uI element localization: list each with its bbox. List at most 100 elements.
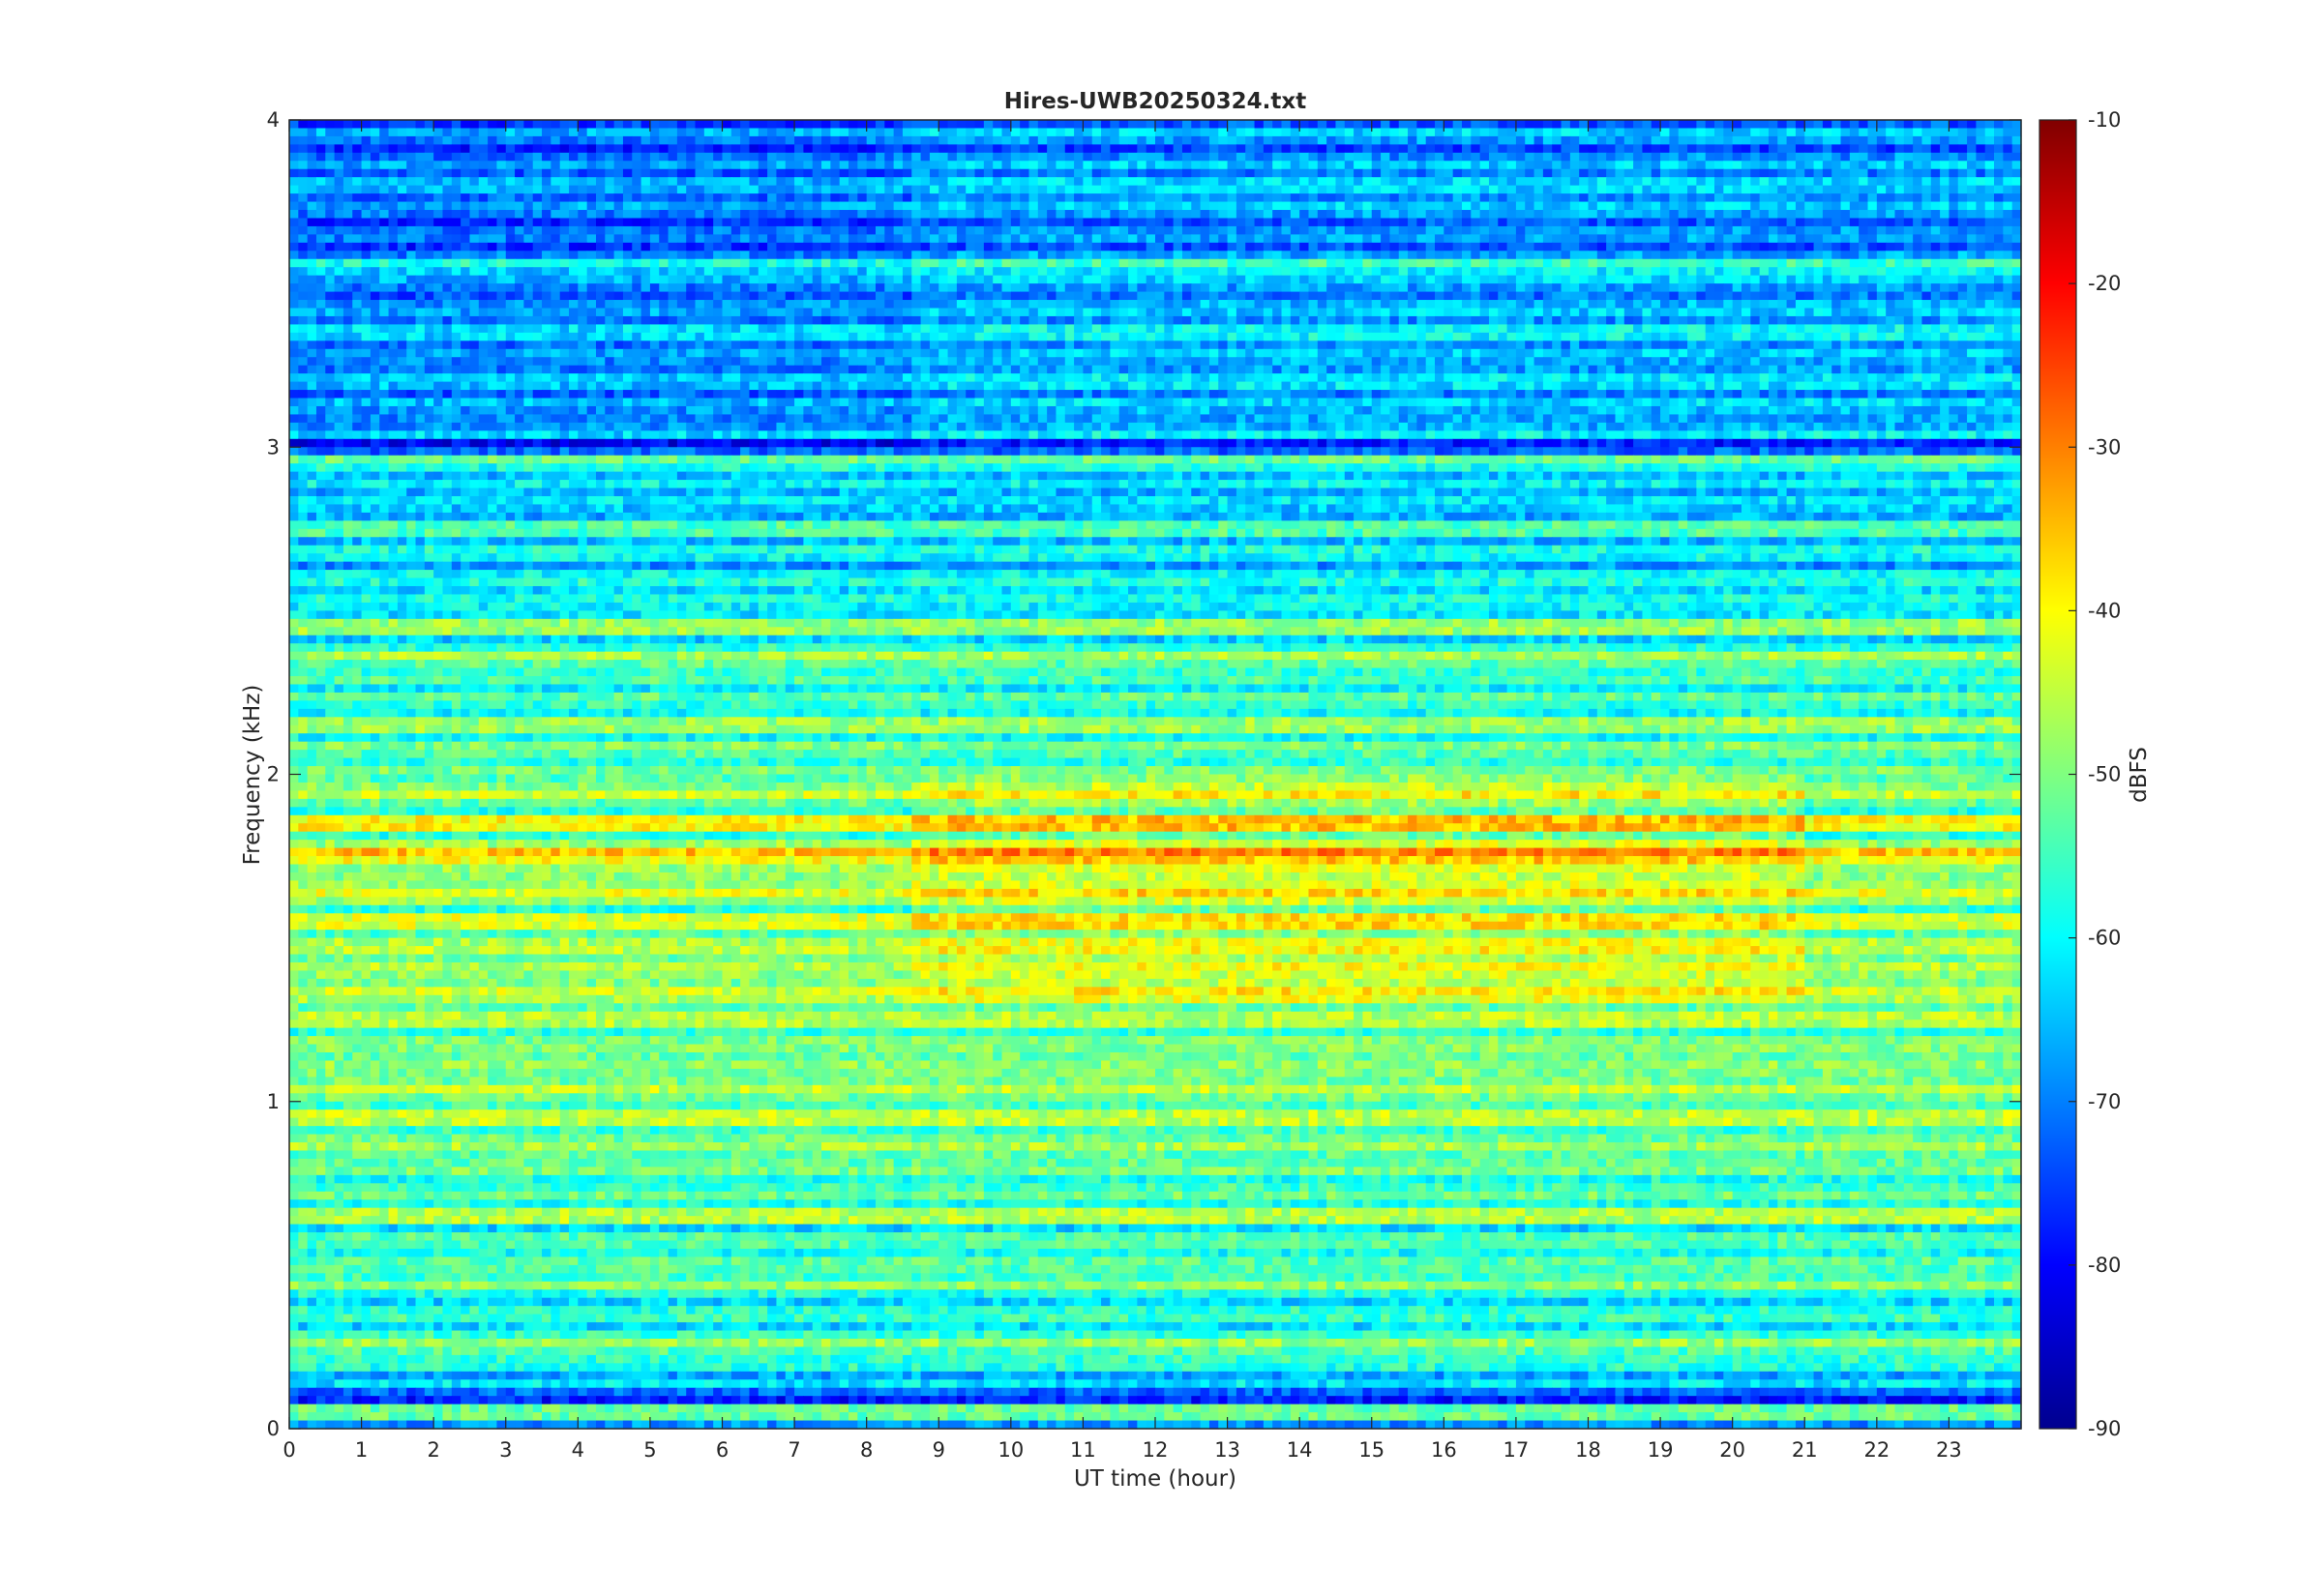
- heatmap-cell: [794, 161, 804, 169]
- heatmap-cell: [1841, 202, 1851, 211]
- heatmap-cell: [1272, 186, 1282, 194]
- heatmap-cell: [1696, 234, 1706, 243]
- heatmap-cell: [957, 161, 967, 169]
- heatmap-cell: [1326, 316, 1336, 325]
- heatmap-cell: [371, 177, 380, 186]
- heatmap-cell: [1733, 259, 1742, 268]
- heatmap-cell: [416, 243, 426, 251]
- heatmap-cell: [1291, 324, 1300, 333]
- heatmap-cell: [1579, 243, 1589, 251]
- heatmap-cell: [1831, 153, 1841, 162]
- heatmap-cell: [1119, 161, 1129, 169]
- heatmap-cell: [1416, 292, 1426, 301]
- heatmap-cell: [442, 218, 452, 226]
- heatmap-cell: [813, 136, 822, 145]
- heatmap-cell: [1011, 292, 1021, 301]
- heatmap-cell: [1949, 267, 1958, 276]
- heatmap-cell: [298, 292, 308, 301]
- heatmap-cell: [1940, 210, 1950, 219]
- heatmap-cell: [2003, 210, 2012, 219]
- heatmap-cell: [533, 169, 543, 178]
- heatmap-cell: [596, 136, 606, 145]
- heatmap-cell: [948, 259, 958, 268]
- heatmap-cell: [1859, 128, 1868, 136]
- heatmap-cell: [1110, 251, 1119, 259]
- heatmap-cell: [1976, 251, 1985, 259]
- heatmap-cell: [975, 218, 985, 226]
- heatmap-cell: [1958, 144, 1968, 153]
- heatmap-cell: [1308, 202, 1318, 211]
- heatmap-cell: [488, 120, 497, 129]
- heatmap-cell: [398, 324, 407, 333]
- heatmap-cell: [740, 153, 750, 162]
- heatmap-cell: [1264, 128, 1273, 136]
- heatmap-cell: [1859, 324, 1868, 333]
- heatmap-cell: [1056, 226, 1065, 235]
- heatmap-cell: [1408, 202, 1417, 211]
- heatmap-cell: [930, 251, 939, 259]
- heatmap-cell: [1624, 136, 1634, 145]
- heatmap-cell: [1453, 177, 1463, 186]
- heatmap-cell: [1444, 292, 1453, 301]
- heatmap-cell: [433, 169, 443, 178]
- heatmap-cell: [1669, 153, 1679, 162]
- heatmap-cell: [1389, 186, 1399, 194]
- heatmap-cell: [813, 267, 822, 276]
- heatmap-cell: [1489, 169, 1499, 178]
- heatmap-cell: [957, 186, 967, 194]
- heatmap-cell: [469, 243, 479, 251]
- heatmap-cell: [1326, 300, 1336, 309]
- heatmap-cell: [389, 144, 399, 153]
- heatmap-cell: [876, 259, 885, 268]
- heatmap-cell: [840, 259, 849, 268]
- heatmap-cell: [298, 128, 308, 136]
- heatmap-cell: [1426, 120, 1436, 129]
- heatmap-cell: [821, 251, 831, 259]
- heatmap-cell: [786, 251, 795, 259]
- heatmap-cell: [433, 308, 443, 316]
- heatmap-cell: [1615, 243, 1624, 251]
- heatmap-cell: [1777, 186, 1787, 194]
- heatmap-cell: [903, 276, 912, 284]
- heatmap-cell: [1444, 177, 1453, 186]
- heatmap-cell: [1913, 193, 1922, 202]
- heatmap-cell: [1182, 308, 1192, 316]
- heatmap-cell: [1652, 169, 1661, 178]
- heatmap-cell: [1416, 120, 1426, 129]
- heatmap-cell: [704, 177, 714, 186]
- heatmap-cell: [1714, 276, 1724, 284]
- heatmap-cell: [848, 161, 858, 169]
- heatmap-cell: [1814, 292, 1824, 301]
- heatmap-cell: [1354, 276, 1363, 284]
- heatmap-cell: [1408, 153, 1417, 162]
- heatmap-cell: [316, 210, 326, 219]
- heatmap-cell: [1940, 169, 1950, 178]
- heatmap-cell: [1335, 283, 1345, 292]
- heatmap-cell: [542, 316, 551, 325]
- heatmap-cell: [948, 300, 958, 309]
- heatmap-cell: [1435, 251, 1444, 259]
- heatmap-cell: [1543, 300, 1553, 309]
- heatmap-cell: [479, 283, 489, 292]
- heatmap-cell: [614, 324, 624, 333]
- heatmap-cell: [1299, 316, 1309, 325]
- heatmap-cell: [1904, 136, 1914, 145]
- heatmap-cell: [723, 300, 732, 309]
- heatmap-cell: [1155, 169, 1165, 178]
- heatmap-cell: [325, 169, 335, 178]
- heatmap-cell: [479, 169, 489, 178]
- heatmap-cell: [1471, 210, 1480, 219]
- heatmap-cell: [352, 259, 362, 268]
- heatmap-cell: [1525, 243, 1534, 251]
- heatmap-cell: [1182, 267, 1192, 276]
- heatmap-cell: [1733, 177, 1742, 186]
- heatmap-cell: [2012, 276, 2022, 284]
- heatmap-cell: [1760, 259, 1770, 268]
- heatmap-cell: [1399, 210, 1409, 219]
- heatmap-cell: [686, 308, 696, 316]
- heatmap-cell: [506, 193, 516, 202]
- heatmap-cell: [803, 210, 813, 219]
- heatmap-cell: [1886, 226, 1895, 235]
- heatmap-cell: [1389, 316, 1399, 325]
- heatmap-cell: [479, 193, 489, 202]
